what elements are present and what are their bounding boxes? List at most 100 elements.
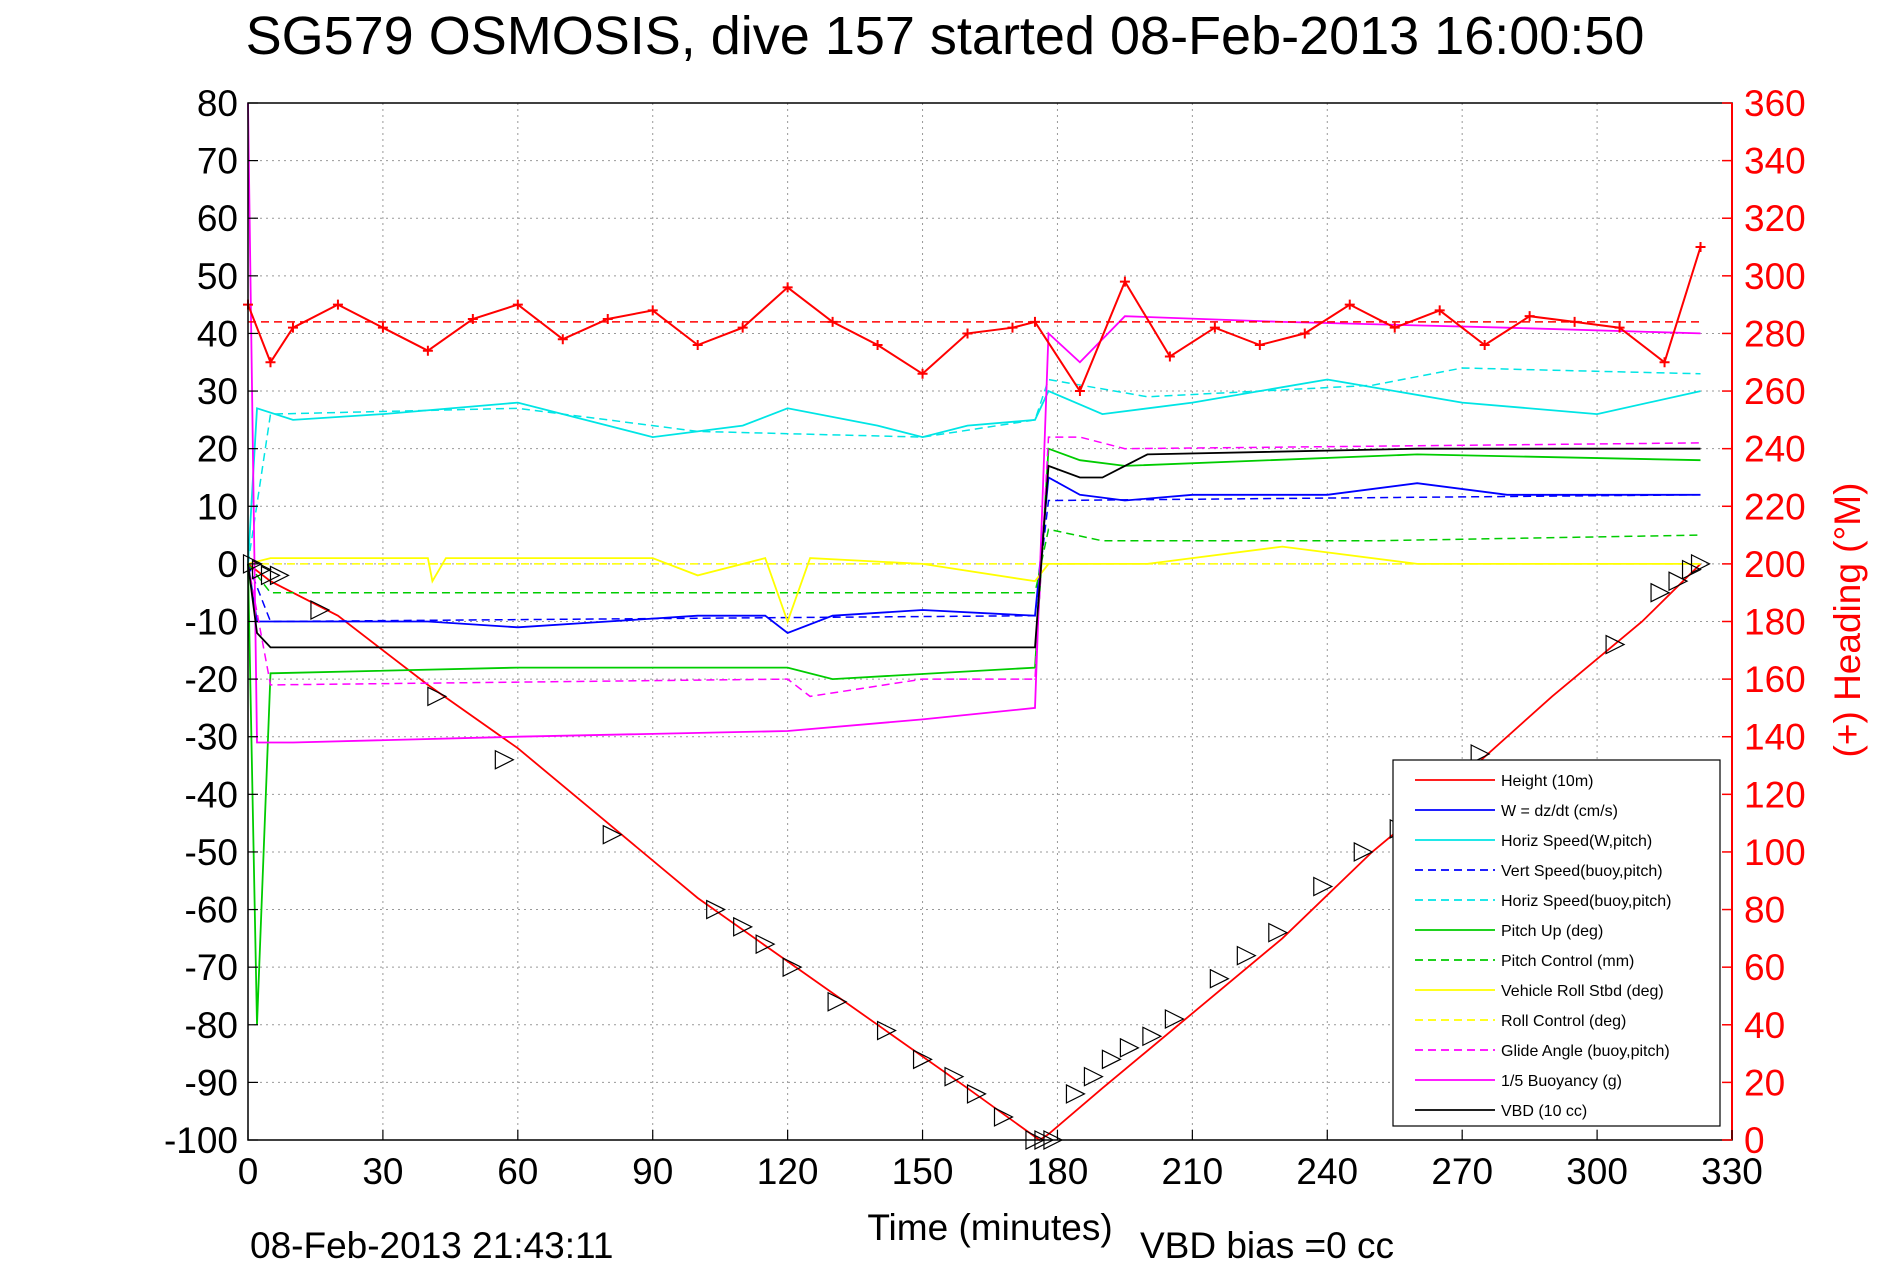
- series-13-point: [1479, 339, 1490, 350]
- y2-tick-label: 360: [1744, 83, 1806, 124]
- dive-marker: [1668, 571, 1689, 592]
- x-tick-label: 330: [1701, 1151, 1763, 1192]
- dive-marker: [1353, 841, 1374, 862]
- dive-marker: [1083, 1066, 1104, 1087]
- legend-label: 1/5 Buoyancy (g): [1501, 1073, 1622, 1090]
- legend-label: Vert Speed(buoy,pitch): [1501, 863, 1663, 880]
- dive-marker: [782, 957, 803, 978]
- dive-marker: [1313, 876, 1334, 897]
- y2-tick-label: 20: [1744, 1062, 1785, 1103]
- dive-marker: [706, 899, 727, 920]
- y2-tick-label: 220: [1744, 486, 1806, 527]
- x-tick-label: 180: [1027, 1151, 1089, 1192]
- series-13-point: [962, 328, 973, 339]
- y2-tick-label: 300: [1744, 256, 1806, 297]
- series-13-point: [1299, 328, 1310, 339]
- x-axis-label: Time (minutes): [867, 1207, 1112, 1248]
- series-10-line: [247, 436, 1701, 698]
- y2-tick-label: 60: [1744, 947, 1785, 988]
- y-tick-label: 20: [197, 429, 238, 470]
- dive-marker: [1268, 922, 1289, 943]
- y-tick-label: -90: [185, 1062, 238, 1103]
- x-tick-label: 150: [892, 1151, 954, 1192]
- dive-marker: [1690, 553, 1711, 574]
- series-13-point: [782, 282, 793, 293]
- series-layer: [243, 102, 1706, 1142]
- y-axis-ticks: 80 70 60 50 40 30 20 10 0 -10 -20 -30 -40 -50 -60 -70 -8…: [164, 83, 258, 1161]
- series-13-point: [512, 299, 523, 310]
- series-2-line: [247, 476, 1701, 635]
- dive-marker: [269, 565, 290, 586]
- x-tick-label: 90: [632, 1151, 673, 1192]
- y-tick-label: -60: [185, 890, 238, 931]
- y-tick-label: 80: [197, 83, 238, 124]
- y-tick-label: 10: [197, 486, 238, 527]
- series-13-point: [1007, 322, 1018, 333]
- y2-tick-label: 200: [1744, 544, 1806, 585]
- dive-marker: [993, 1106, 1014, 1127]
- chart-title: SG579 OSMOSIS, dive 157 started 08-Feb-2…: [246, 6, 1645, 66]
- legend-label: Horiz Speed(buoy,pitch): [1501, 893, 1671, 910]
- series-7-line: [247, 528, 1701, 594]
- series-13-point: [265, 357, 276, 368]
- series-13-point: [557, 334, 568, 345]
- y-tick-label: -100: [164, 1120, 238, 1161]
- y2-tick-label: 180: [1744, 602, 1806, 643]
- series-13-point: [332, 299, 343, 310]
- y-tick-label: -80: [185, 1005, 238, 1046]
- y-tick-label: -20: [185, 659, 238, 700]
- dive-marker: [1101, 1049, 1122, 1070]
- y2-tick-label: 0: [1744, 1120, 1765, 1161]
- y2-tick-label: 280: [1744, 313, 1806, 354]
- series-13-point: [647, 305, 658, 316]
- series-13-line: [247, 246, 1702, 394]
- x-tick-label: 270: [1431, 1151, 1493, 1192]
- legend-box: [1392, 759, 1721, 1127]
- dive-marker: [1236, 945, 1257, 966]
- footer-timestamp: 08-Feb-2013 21:43:11: [250, 1225, 613, 1262]
- x-tick-label: 0: [238, 1151, 259, 1192]
- x-tick-label: 300: [1566, 1151, 1628, 1192]
- series-13-point: [377, 322, 388, 333]
- y-tick-label: 0: [217, 544, 238, 585]
- y-tick-label: 60: [197, 198, 238, 239]
- y2-tick-label: 240: [1744, 429, 1806, 470]
- dive-marker: [1164, 1009, 1185, 1029]
- y2-tick-label: 260: [1744, 371, 1806, 412]
- series-13-point: [1659, 357, 1670, 368]
- x-tick-label: 120: [757, 1151, 819, 1192]
- legend-label: Glide Angle (buoy,pitch): [1501, 1043, 1670, 1060]
- y2-tick-label: 160: [1744, 659, 1806, 700]
- dive-marker: [1119, 1037, 1140, 1058]
- dive-marker: [427, 686, 448, 707]
- y2-tick-label: 120: [1744, 774, 1806, 815]
- series-13-point: [1614, 322, 1625, 333]
- y2-tick-label: 340: [1744, 141, 1806, 182]
- y2-axis-label: (+) Heading (°M): [1827, 483, 1868, 758]
- series-13-point: [872, 339, 883, 350]
- series-13-point: [1434, 305, 1445, 316]
- series-13-point: [692, 339, 703, 350]
- y2-tick-label: 80: [1744, 890, 1785, 931]
- dive-marker: [494, 749, 515, 770]
- y2-tick-label: 40: [1744, 1005, 1785, 1046]
- series-13-point: [287, 322, 298, 333]
- series-3-line: [247, 378, 1701, 564]
- series-13-point: [1209, 322, 1220, 333]
- dive-marker: [966, 1083, 987, 1104]
- series-13-point: [1524, 311, 1535, 322]
- y-tick-label: -30: [185, 717, 238, 758]
- legend-label: Vehicle Roll Stbd (deg): [1501, 983, 1664, 1000]
- series-8-line: [247, 545, 1701, 625]
- legend-label: Pitch Control (mm): [1501, 953, 1634, 970]
- series-13-point: [1254, 339, 1265, 350]
- y2-axis-ticks: 3603403203002802602402202001801601401201…: [1722, 83, 1806, 1161]
- dive-marker: [1605, 634, 1626, 655]
- legend-label: VBD (10 cc): [1501, 1103, 1587, 1120]
- legend-label: Roll Control (deg): [1501, 1013, 1626, 1030]
- x-tick-label: 210: [1161, 1151, 1223, 1192]
- x-axis-ticks: 0 30 60 90 120 150 180 210 240 270 300 330: [238, 1130, 1763, 1192]
- legend-label: Horiz Speed(W,pitch): [1501, 833, 1652, 850]
- y-tick-label: 30: [197, 371, 238, 412]
